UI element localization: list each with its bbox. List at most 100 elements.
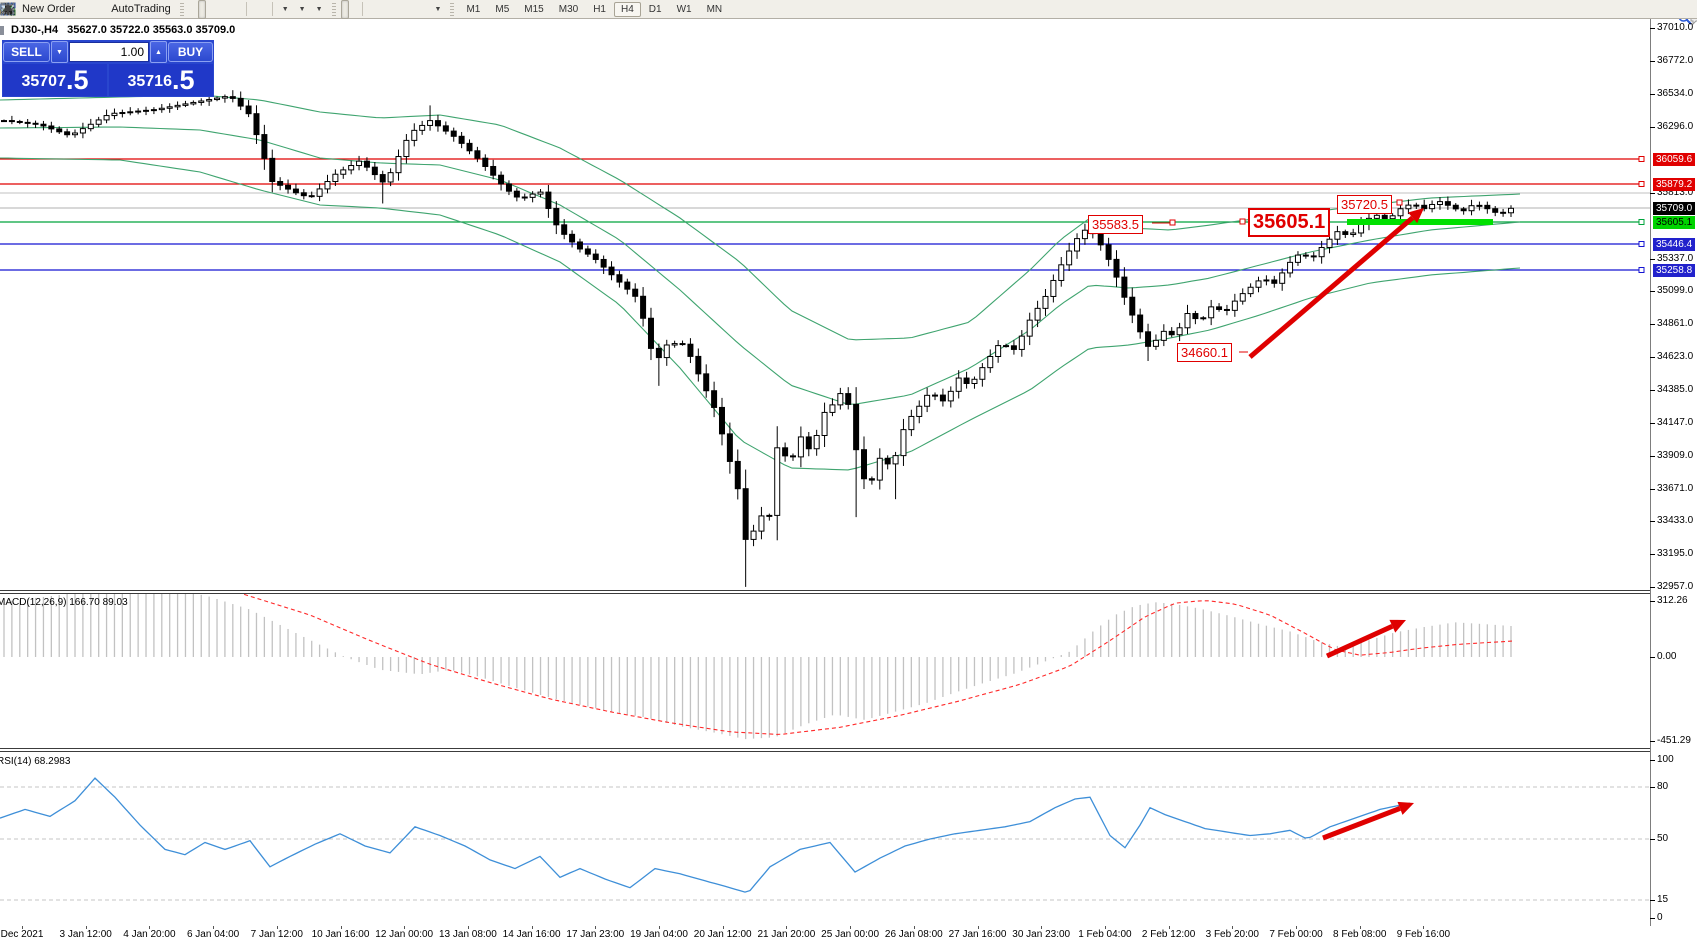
- timeframe-m15-button[interactable]: M15: [524, 3, 544, 15]
- price-annotation-35720-5[interactable]: 35720.5: [1337, 195, 1392, 214]
- timeframe-h4-button[interactable]: H4: [613, 1, 641, 17]
- horizontal-line-button[interactable]: [2, 0, 384, 19]
- sell-price[interactable]: 35707. 5: [3, 64, 107, 96]
- timeframe-m1-button[interactable]: M1: [466, 3, 481, 15]
- toolbar-grip[interactable]: [179, 2, 184, 16]
- time-tick: [1296, 926, 1297, 929]
- time-tick: [404, 926, 406, 929]
- price-annotation-35605-1[interactable]: 35605.1: [1248, 208, 1331, 237]
- time-tick: [1041, 926, 1043, 929]
- macd-signal-line: [234, 593, 1513, 735]
- templates-button-caret[interactable]: ▼: [315, 5, 323, 13]
- volume-decrease-button[interactable]: ▼: [51, 41, 68, 63]
- arrows-button[interactable]: T: [1, 0, 429, 19]
- zoom-out-button[interactable]: [2, 0, 233, 19]
- current-price-label: 35709.0: [1653, 201, 1696, 215]
- timeframe-d1-button[interactable]: D1: [648, 3, 662, 15]
- crosshair-button[interactable]: [2, 0, 358, 19]
- toolbar-grip[interactable]: [331, 2, 336, 16]
- volume-input[interactable]: [69, 42, 149, 62]
- price-level-label: 35879.2: [1653, 177, 1696, 191]
- bollinger-lower-band: [0, 157, 1521, 471]
- candlestick-chart-button[interactable]: [1, 0, 206, 19]
- chart-ohlc-values: 35627.0 35722.0 35563.0 35709.0: [67, 24, 236, 36]
- axis-tick: [1650, 900, 1655, 901]
- price-axis-label: -451.29: [1657, 735, 1691, 746]
- cursor-button[interactable]: [5, 0, 349, 19]
- shapes-button[interactable]: ▼: [3, 0, 446, 19]
- bar-chart-button[interactable]: [1, 0, 197, 19]
- green-highlight-bar[interactable]: [1347, 219, 1493, 225]
- shapes-button-caret[interactable]: ▼: [434, 5, 442, 13]
- signal-button[interactable]: [2, 0, 106, 19]
- axis-tick: [1650, 787, 1655, 788]
- axis-tick: [1650, 741, 1655, 742]
- timeframe-w1-button[interactable]: W1: [676, 3, 692, 15]
- buy-button[interactable]: BUY: [168, 42, 213, 62]
- tile-windows-button[interactable]: [0, 0, 242, 19]
- toolbar-grip[interactable]: [450, 2, 455, 16]
- time-tick: [149, 926, 151, 929]
- trendline-button[interactable]: [1, 0, 393, 19]
- time-axis-label: 7 Jan 12:00: [250, 929, 303, 940]
- time-axis-label: 3 Jan 12:00: [59, 929, 112, 940]
- zoom-in-button[interactable]: [2, 0, 224, 19]
- timeframe-m30-button[interactable]: M30: [558, 3, 579, 15]
- time-tick: [531, 926, 533, 929]
- price-axis-label: 0.00: [1657, 651, 1677, 662]
- time-axis-label: 25 Jan 00:00: [821, 929, 880, 940]
- price-axis[interactable]: [1650, 19, 1651, 926]
- periods-button[interactable]: ▼: [1, 0, 310, 19]
- timeframe-m5-button[interactable]: M5: [495, 3, 510, 15]
- rsi-label: RSI(14) 68.2983: [0, 756, 71, 767]
- line-chart-button[interactable]: [1, 0, 215, 19]
- price-level-label: 35605.1: [1653, 215, 1696, 229]
- new-order-button[interactable]: New Order: [0, 0, 79, 19]
- text-button[interactable]: A: [4, 0, 420, 19]
- axis-tick: [1650, 61, 1655, 62]
- indicators-remove-button[interactable]: [1, 0, 268, 19]
- bollinger-bands: [0, 94, 1521, 471]
- equidistant-channel-button[interactable]: E: [0, 0, 402, 19]
- time-tick: [595, 926, 597, 929]
- price-axis-label: 35099.0: [1657, 285, 1694, 296]
- candlestick-chart[interactable]: [0, 19, 1650, 591]
- time-axis-label: 14 Jan 16:00: [502, 929, 561, 940]
- candles-series: [1, 90, 1514, 587]
- timeframe-h1-button[interactable]: H1: [593, 3, 606, 15]
- time-axis-label: 27 Jan 16:00: [948, 929, 1007, 940]
- new-chart-button[interactable]: ▼: [0, 0, 293, 19]
- vertical-line-button[interactable]: [7, 0, 375, 19]
- time-axis-label: 12 Jan 00:00: [375, 929, 434, 940]
- buy-price[interactable]: 35716. 5: [109, 64, 213, 96]
- data-window-button[interactable]: [0, 0, 97, 19]
- new-chart-button-caret[interactable]: ▼: [281, 5, 289, 13]
- autotrading-button[interactable]: AutoTrading: [1, 0, 175, 19]
- sell-button[interactable]: SELL: [3, 42, 50, 62]
- time-tick: [213, 926, 215, 929]
- panel-separator-rsi[interactable]: [0, 748, 1650, 752]
- rsi-indicator-panel[interactable]: [0, 751, 1650, 926]
- price-annotation-35583-5[interactable]: 35583.5: [1088, 215, 1143, 234]
- macd-indicator-panel[interactable]: [0, 593, 1650, 748]
- volume-increase-button[interactable]: ▲: [150, 41, 167, 63]
- indicators-button[interactable]: [1, 0, 259, 19]
- time-tick: [22, 926, 23, 929]
- time-axis-label: 19 Jan 04:00: [630, 929, 688, 940]
- macd-histogram: [3, 593, 1512, 740]
- axis-tick: [1650, 357, 1655, 358]
- templates-button[interactable]: ▼: [0, 0, 327, 19]
- timeframe-mn-button[interactable]: MN: [706, 3, 723, 15]
- periods-button-caret[interactable]: ▼: [298, 5, 306, 13]
- axis-tick: [1650, 423, 1655, 424]
- axis-tick: [1650, 324, 1655, 325]
- panel-separator-macd[interactable]: [0, 590, 1650, 594]
- toolbar-separator: [361, 2, 363, 16]
- axis-tick: [1650, 657, 1655, 658]
- price-annotation-34660-1[interactable]: 34660.1: [1177, 343, 1232, 362]
- price-level-label: 36059.6: [1653, 152, 1696, 166]
- market-watch-button[interactable]: [0, 0, 88, 19]
- fibonacci-button[interactable]: F: [2, 0, 411, 19]
- price-axis-label: 33195.0: [1657, 548, 1694, 559]
- price-axis-label: 34623.0: [1657, 351, 1694, 362]
